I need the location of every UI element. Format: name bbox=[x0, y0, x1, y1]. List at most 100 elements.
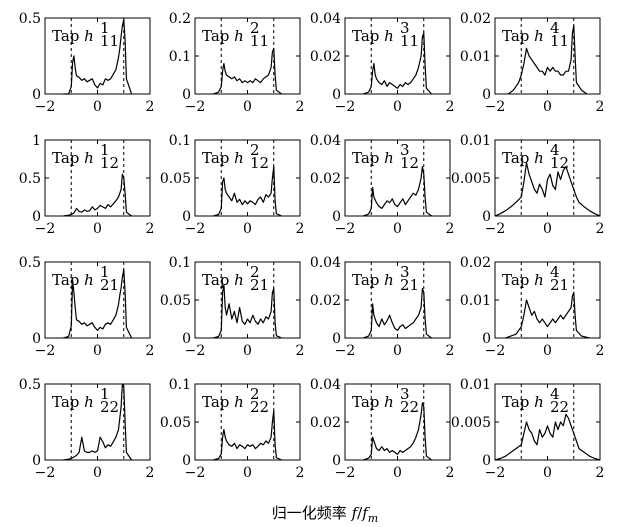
panel-label-symbol: h bbox=[84, 271, 94, 289]
panel-label-tap: Tap bbox=[52, 393, 84, 411]
y-tick-label: 0 bbox=[482, 453, 491, 469]
x-axis-label-f: f bbox=[351, 504, 360, 522]
x-tick-label: 0 bbox=[393, 99, 402, 115]
y-tick-label: 0.01 bbox=[460, 293, 491, 309]
x-tick-label: 2 bbox=[296, 343, 305, 359]
panel-label-sup: 4 bbox=[550, 385, 560, 403]
y-tick-label: 0.01 bbox=[460, 133, 491, 149]
y-tick-label: 0.2 bbox=[169, 11, 191, 27]
panel-label-sub: 12 bbox=[250, 154, 269, 172]
panel-label-sup: 1 bbox=[100, 141, 110, 159]
panel-label: Tap h bbox=[202, 271, 244, 289]
panel-label-tap: Tap bbox=[502, 149, 534, 167]
panel-label-tap: Tap bbox=[202, 27, 234, 45]
x-tick-label: 0 bbox=[93, 221, 102, 237]
x-tick-label: −2 bbox=[335, 99, 356, 115]
x-tick-label: 2 bbox=[146, 343, 155, 359]
panel-label-sup: 3 bbox=[400, 141, 410, 159]
y-tick-label: 0.04 bbox=[310, 255, 341, 271]
y-tick-label: 0.1 bbox=[169, 49, 191, 65]
panel-label-symbol: h bbox=[534, 149, 544, 167]
panel-label: Tap h bbox=[202, 149, 244, 167]
panel-label-sup: 1 bbox=[100, 19, 110, 37]
y-tick-label: 0.02 bbox=[310, 49, 341, 65]
x-axis-label-slash: / bbox=[357, 504, 363, 522]
panel-label: Tap h bbox=[502, 271, 544, 289]
panel-label-tap: Tap bbox=[352, 393, 384, 411]
y-tick-label: 0 bbox=[332, 453, 341, 469]
x-tick-label: 0 bbox=[543, 221, 552, 237]
panel-label: Tap h bbox=[52, 393, 94, 411]
panel-label: Tap h bbox=[352, 393, 394, 411]
x-tick-label: −2 bbox=[35, 465, 56, 481]
panel-label-symbol: h bbox=[384, 271, 394, 289]
panel-label-sub: 12 bbox=[100, 154, 119, 172]
panel-label-sup: 2 bbox=[250, 141, 260, 159]
y-tick-label: 0 bbox=[332, 209, 341, 225]
panel-label-sup: 1 bbox=[100, 263, 110, 281]
panel-label-tap: Tap bbox=[52, 149, 84, 167]
y-tick-label: 0.05 bbox=[160, 293, 191, 309]
y-tick-label: 0 bbox=[32, 331, 41, 347]
series-line bbox=[213, 166, 282, 217]
x-tick-label: 0 bbox=[393, 343, 402, 359]
series-line bbox=[494, 413, 601, 461]
series-line bbox=[363, 166, 432, 217]
panel-label-sup: 4 bbox=[550, 263, 560, 281]
x-tick-label: −2 bbox=[185, 343, 206, 359]
plot-frame bbox=[494, 17, 601, 95]
panel-label-tap: Tap bbox=[52, 271, 84, 289]
y-tick-label: 0 bbox=[182, 453, 191, 469]
y-tick-label: 1 bbox=[32, 133, 41, 149]
x-tick-label: −2 bbox=[485, 99, 506, 115]
y-tick-label: 0.1 bbox=[169, 133, 191, 149]
y-tick-label: 0 bbox=[332, 331, 341, 347]
x-tick-label: −2 bbox=[335, 221, 356, 237]
plot-frame bbox=[344, 17, 451, 95]
x-axis-label-fm: f bbox=[361, 504, 370, 522]
panel-label-symbol: h bbox=[234, 149, 244, 167]
x-tick-label: 2 bbox=[596, 221, 605, 237]
y-tick-label: 0 bbox=[182, 87, 191, 103]
x-tick-label: −2 bbox=[485, 221, 506, 237]
x-tick-label: −2 bbox=[185, 465, 206, 481]
x-tick-label: −2 bbox=[485, 465, 506, 481]
y-tick-label: 0.02 bbox=[310, 171, 341, 187]
panel-label-sub: 22 bbox=[550, 398, 569, 416]
y-tick-label: 0.01 bbox=[460, 377, 491, 393]
panel-label-symbol: h bbox=[534, 393, 544, 411]
panel-label-sup: 3 bbox=[400, 385, 410, 403]
panel-label-sub: 12 bbox=[400, 154, 419, 172]
series-line bbox=[505, 291, 590, 339]
x-tick-label: −2 bbox=[35, 343, 56, 359]
series-line bbox=[213, 47, 282, 95]
series-line bbox=[363, 288, 432, 339]
x-tick-label: −2 bbox=[35, 99, 56, 115]
panel-label-tap: Tap bbox=[52, 27, 84, 45]
x-tick-label: 2 bbox=[296, 465, 305, 481]
panel-label: Tap h bbox=[352, 271, 394, 289]
x-tick-label: 2 bbox=[146, 221, 155, 237]
y-tick-label: 0 bbox=[32, 87, 41, 103]
panel-label-symbol: h bbox=[384, 393, 394, 411]
y-tick-label: 0.1 bbox=[169, 255, 191, 271]
panel-label-sub: 11 bbox=[100, 32, 119, 50]
panel-label-tap: Tap bbox=[352, 27, 384, 45]
panel-label-sub: 21 bbox=[250, 276, 269, 294]
series-line bbox=[63, 269, 133, 339]
panel-label-sub: 21 bbox=[100, 276, 119, 294]
panel-label-symbol: h bbox=[234, 27, 244, 45]
x-tick-label: 2 bbox=[296, 99, 305, 115]
panel-label-symbol: h bbox=[84, 149, 94, 167]
x-tick-label: −2 bbox=[335, 343, 356, 359]
series-line bbox=[507, 25, 588, 95]
